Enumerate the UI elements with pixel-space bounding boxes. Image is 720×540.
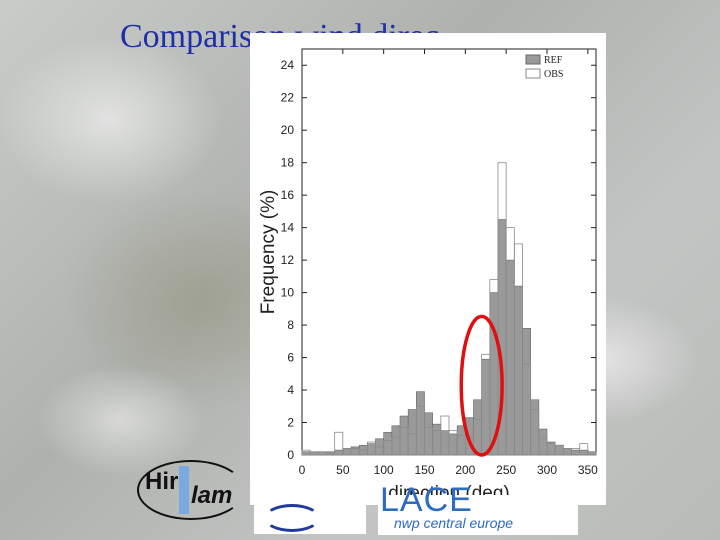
ref-bar — [301, 451, 311, 456]
legend-label-ref: REF — [544, 55, 563, 66]
hirlam-logo-text-hir: Hir — [145, 468, 179, 495]
x-tick-label: 0 — [299, 463, 306, 477]
y-tick-label: 14 — [281, 221, 295, 235]
ref-bar — [309, 451, 319, 456]
ref-bar — [367, 443, 376, 456]
ref-bar — [579, 449, 589, 456]
y-tick-label: 10 — [281, 286, 295, 300]
y-tick-label: 20 — [281, 123, 295, 137]
ref-bar — [514, 285, 523, 456]
ref-bar — [505, 259, 515, 456]
ref-bar — [571, 449, 580, 456]
x-tick-label: 350 — [578, 463, 598, 477]
x-tick-label: 250 — [496, 463, 516, 477]
obs-bar — [587, 451, 597, 456]
hirlam-logo-ring — [137, 460, 245, 520]
ref-bar — [440, 430, 450, 456]
lace-logo-title: LACE — [380, 481, 473, 519]
ref-bar — [538, 428, 548, 456]
ref-bar — [473, 399, 482, 456]
ref-bar — [481, 358, 491, 456]
obs-bar — [513, 243, 523, 456]
partner-logo — [254, 498, 366, 534]
ref-bar — [530, 399, 540, 456]
ref-bar — [407, 409, 417, 456]
y-tick-label: 8 — [287, 318, 294, 332]
y-tick-label: 6 — [287, 351, 294, 365]
ref-bar — [318, 451, 327, 456]
obs-bar — [579, 443, 589, 456]
y-tick-label: 16 — [281, 188, 295, 202]
obs-bar — [530, 409, 540, 456]
hirlam-logo: Hir lam — [137, 460, 247, 520]
ref-bar — [563, 448, 572, 456]
ref-bar — [432, 423, 442, 456]
hirlam-logo-text-lam: lam — [191, 482, 233, 509]
ref-bar — [424, 412, 433, 456]
ref-bar — [383, 431, 393, 456]
x-tick-label: 150 — [414, 463, 434, 477]
ref-bar — [587, 451, 597, 456]
x-tick-label: 50 — [336, 463, 350, 477]
ref-bar — [342, 448, 352, 456]
ref-bar — [456, 425, 466, 456]
ref-bar — [391, 425, 401, 456]
legend-swatch-obs — [525, 68, 541, 79]
plot-frame — [301, 48, 597, 456]
x-tick-label: 300 — [537, 463, 557, 477]
y-tick-label: 4 — [287, 383, 294, 397]
hirlam-logo-bar — [179, 466, 189, 514]
chart-panel: 0 2 4 6 8 10 12 14 16 18 20 22 24 0 50 100 150 200 250 300 3… — [250, 33, 606, 505]
ref-bar — [416, 391, 425, 456]
y-tick-label: 12 — [281, 253, 295, 267]
legend-swatch-ref — [525, 54, 541, 65]
lace-logo: LACE nwp central europe — [378, 481, 578, 535]
ref-bar — [334, 449, 344, 456]
y-tick-label: 2 — [287, 416, 294, 430]
ref-bar — [399, 415, 409, 456]
ref-bar — [522, 328, 531, 456]
ref-bar — [350, 446, 360, 456]
highlight-ellipse — [459, 314, 504, 457]
x-tick-label: 100 — [374, 463, 394, 477]
y-tick-label: 22 — [281, 91, 295, 105]
y-tick-label: 24 — [281, 58, 295, 72]
lace-logo-subtitle: nwp central europe — [394, 515, 514, 531]
ref-bar — [448, 433, 458, 456]
obs-bar — [334, 431, 344, 456]
partner-logo-swirl-icon — [264, 504, 320, 532]
y-tick-label: 18 — [281, 156, 295, 170]
x-tick-label: 200 — [455, 463, 475, 477]
legend-label-obs: OBS — [544, 69, 563, 80]
ref-bar — [554, 444, 564, 456]
y-tick-label: 0 — [287, 448, 294, 462]
y-axis-label: Frequency (%) — [258, 190, 279, 315]
